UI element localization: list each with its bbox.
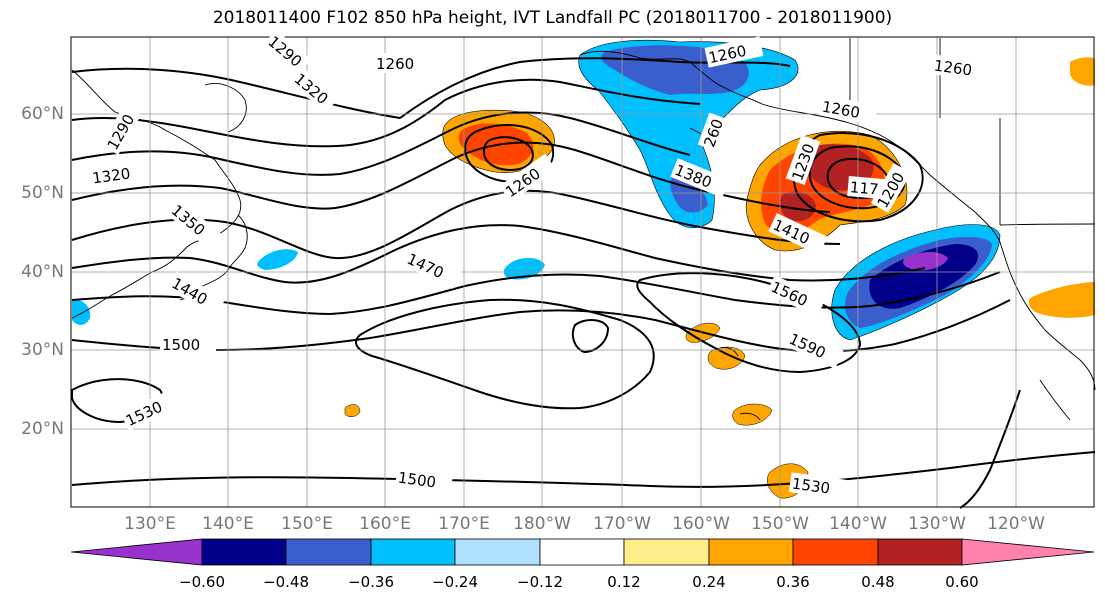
neg-anomaly-bering: [578, 39, 799, 228]
neg-anomaly-nepac-strong: [869, 244, 979, 309]
lon-label: 140°W: [829, 514, 887, 534]
contour-label: 1260: [376, 55, 414, 73]
contour-label: 1530: [791, 474, 831, 497]
contour-label: 1500: [397, 468, 437, 491]
ivt-shading: [72, 39, 1095, 499]
map-title: 2018011400 F102 850 hPa height, IVT Land…: [212, 8, 893, 28]
lat-label: 50°N: [21, 183, 64, 203]
colorbar-tick-label: 0.12: [607, 573, 641, 591]
colorbar-tick-label: 0.36: [776, 573, 810, 591]
pos-spot-west: [344, 404, 361, 417]
lon-label: 130°E: [124, 514, 176, 534]
lon-label: 170°E: [438, 514, 490, 534]
neg-spot-china: [72, 299, 91, 325]
colorbar-tick-label: 0.24: [692, 573, 726, 591]
contour-label: 1260: [933, 56, 973, 79]
pos-anomaly-gulf-core2: [780, 191, 816, 222]
colorbar-tick-label: 0.48: [861, 573, 895, 591]
lon-label: 150°W: [751, 514, 809, 534]
contour-label: 1500: [162, 336, 200, 354]
lon-label: 170°W: [593, 514, 651, 534]
pos-spot-america: [1028, 282, 1095, 318]
colorbar-tick-label: −0.48: [263, 573, 309, 591]
colorbar-tick-label: −0.36: [348, 573, 394, 591]
colorbar-extend-high: [961, 538, 1095, 566]
graticule: [71, 37, 1094, 507]
colorbar-tick-label: 0.60: [945, 573, 979, 591]
neg-spot-japan: [257, 249, 298, 270]
colorbar-extend-low: [70, 538, 203, 566]
lon-label: 130°W: [908, 514, 966, 534]
lat-label: 60°N: [21, 104, 64, 124]
lon-label: 160°W: [672, 514, 730, 534]
colorbar-tick-label: −0.24: [432, 573, 478, 591]
neg-spot-dateline: [503, 257, 545, 280]
lon-label: 120°W: [987, 514, 1045, 534]
contour-labels: 1260 1260 1260 1260 1290 1290 1320 1320 …: [88, 29, 990, 500]
colorbar: [70, 538, 1095, 566]
colorbar-tick-label: −0.12: [517, 573, 563, 591]
lon-label: 150°E: [281, 514, 333, 534]
lon-label: 160°E: [359, 514, 411, 534]
pos-spot-canada: [1070, 57, 1095, 86]
contour-label: 1320: [91, 164, 131, 187]
lat-label: 40°N: [21, 262, 64, 282]
lat-label: 30°N: [21, 340, 64, 360]
map-frame: [70, 36, 1095, 508]
neg-anomaly-bering-tail: [670, 177, 708, 213]
lon-label: 140°E: [202, 514, 254, 534]
colorbar-tick-label: −0.60: [179, 573, 225, 591]
lon-label: 180°W: [513, 514, 571, 534]
lat-label: 20°N: [21, 419, 64, 439]
